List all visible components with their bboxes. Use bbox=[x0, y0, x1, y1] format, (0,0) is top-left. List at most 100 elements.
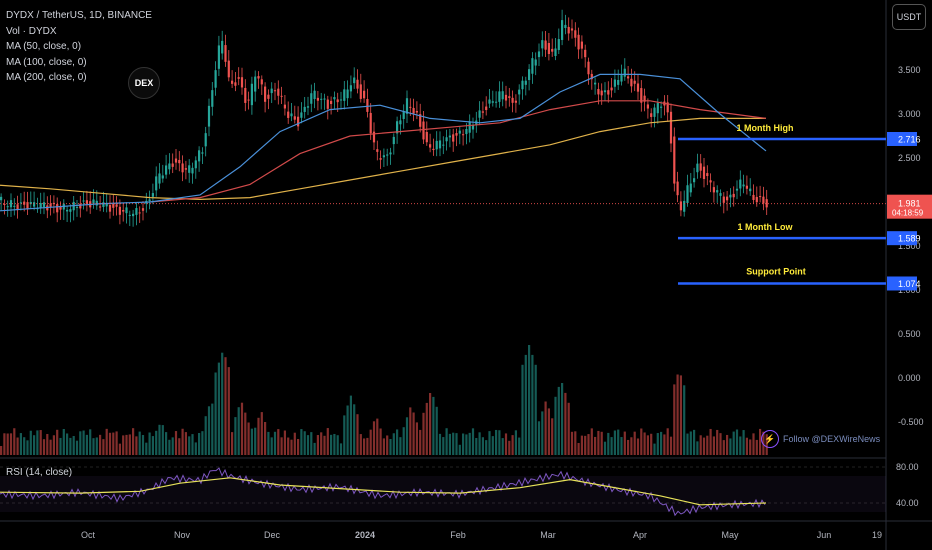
volume-bar bbox=[141, 435, 145, 455]
candle-body bbox=[303, 106, 306, 112]
candle-body bbox=[726, 196, 729, 201]
volume-bar bbox=[36, 430, 39, 455]
candle-body bbox=[577, 34, 580, 50]
volume-bar bbox=[161, 425, 164, 455]
candle-body bbox=[564, 24, 567, 29]
volume-bar bbox=[719, 433, 722, 455]
x-tick-label: Nov bbox=[174, 530, 191, 540]
volume-bar bbox=[468, 432, 471, 455]
candle-body bbox=[448, 135, 451, 138]
volume-bar bbox=[42, 439, 46, 455]
candle-body bbox=[498, 91, 501, 102]
candle-body bbox=[23, 201, 26, 205]
volume-bar bbox=[386, 435, 389, 455]
volume-bar bbox=[280, 437, 283, 455]
volume-bar bbox=[594, 436, 597, 455]
volume-bar bbox=[303, 431, 306, 455]
volume-bar bbox=[363, 438, 366, 455]
volume-bar bbox=[221, 352, 224, 455]
candle-body bbox=[514, 100, 517, 103]
candle-body bbox=[524, 80, 527, 85]
candle-body bbox=[528, 69, 531, 81]
candle-body bbox=[415, 111, 418, 113]
volume-bar bbox=[211, 403, 214, 455]
candle-body bbox=[650, 113, 653, 117]
volume-bar bbox=[488, 431, 491, 455]
volume-bar bbox=[514, 430, 517, 455]
candle-body bbox=[633, 80, 636, 84]
y-tick-label: 2.500 bbox=[898, 153, 921, 163]
follow-text: Follow @DEXWireNews bbox=[783, 434, 881, 444]
candle-body bbox=[9, 200, 13, 208]
candle-body bbox=[521, 80, 524, 90]
candle-body bbox=[132, 213, 135, 217]
level-value: 1.589 bbox=[898, 234, 921, 244]
candle-body bbox=[544, 40, 547, 50]
symbol-label[interactable]: DYDX / TetherUS, 1D, BINANCE bbox=[6, 10, 152, 21]
candle-body bbox=[369, 112, 372, 134]
candle-body bbox=[283, 104, 286, 109]
candle-body bbox=[594, 82, 597, 85]
volume-bar bbox=[132, 428, 135, 455]
currency-button[interactable]: USDT bbox=[892, 4, 926, 30]
candle-body bbox=[689, 183, 692, 193]
volume-bar bbox=[442, 437, 445, 455]
volume-bar bbox=[297, 439, 300, 455]
candle-body bbox=[151, 193, 154, 197]
candle-body bbox=[471, 125, 475, 130]
candle-body bbox=[584, 49, 587, 58]
ma100-label[interactable]: MA (100, close, 0) bbox=[6, 56, 87, 68]
volume-bar bbox=[706, 435, 709, 455]
volume-bar bbox=[656, 433, 659, 455]
candle-body bbox=[485, 106, 488, 111]
candle-body bbox=[488, 99, 491, 104]
volume-bar bbox=[478, 432, 481, 455]
candle-body bbox=[702, 166, 706, 179]
candle-body bbox=[297, 116, 300, 127]
volume-bar bbox=[128, 434, 131, 455]
candle-body bbox=[531, 58, 534, 74]
rsi-label[interactable]: RSI (14, close) bbox=[6, 467, 73, 478]
volume-bar bbox=[171, 437, 174, 455]
volume-bar bbox=[610, 437, 613, 455]
candle-body bbox=[729, 194, 732, 198]
volume-bar bbox=[399, 437, 402, 455]
volume-bar bbox=[23, 437, 26, 455]
candle-body bbox=[438, 140, 442, 149]
volume-bar bbox=[471, 428, 475, 455]
candle-body bbox=[379, 158, 382, 160]
volume-bar bbox=[369, 429, 372, 455]
candle-body bbox=[201, 152, 204, 154]
candle-body bbox=[504, 94, 508, 101]
volume-bar bbox=[524, 354, 527, 455]
candle-body bbox=[254, 76, 257, 92]
candle-body bbox=[171, 163, 174, 167]
volume-bar bbox=[310, 432, 313, 455]
volume-bar bbox=[617, 429, 620, 455]
rsi-line bbox=[0, 467, 766, 517]
volume-bar bbox=[102, 439, 105, 455]
candle-body bbox=[660, 106, 663, 108]
volume-bar bbox=[402, 427, 405, 455]
x-tick-label: Apr bbox=[633, 530, 647, 540]
volume-bar bbox=[534, 364, 537, 455]
candle-body bbox=[706, 173, 709, 177]
volume-bar bbox=[260, 412, 263, 455]
volume-bar bbox=[587, 434, 590, 455]
volume-bar bbox=[6, 433, 9, 455]
ma50-label[interactable]: MA (50, close, 0) bbox=[6, 41, 82, 52]
volume-bar bbox=[521, 364, 524, 455]
volume-bar bbox=[630, 437, 633, 455]
candle-body bbox=[191, 167, 194, 174]
volume-bar bbox=[168, 439, 171, 455]
volume-bar bbox=[293, 432, 296, 455]
candle-body bbox=[735, 188, 739, 191]
volume-bar bbox=[419, 429, 422, 455]
volume-label[interactable]: Vol · DYDX bbox=[6, 25, 57, 37]
volume-bar bbox=[122, 435, 125, 455]
ma200-label[interactable]: MA (200, close, 0) bbox=[6, 72, 87, 83]
candle-body bbox=[534, 59, 537, 66]
candle-body bbox=[250, 83, 253, 106]
level-badge bbox=[887, 276, 917, 291]
